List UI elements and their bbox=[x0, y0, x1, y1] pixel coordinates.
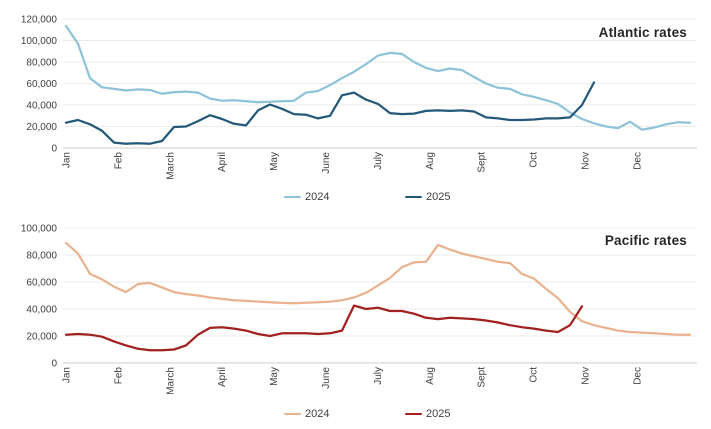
series-line-2025 bbox=[64, 304, 584, 352]
y-tick-label: 80,000 bbox=[26, 58, 57, 69]
x-tick-label: Sept bbox=[477, 152, 488, 173]
x-tick-label: Jan bbox=[62, 152, 73, 168]
x-tick-label: May bbox=[269, 152, 280, 171]
x-tick-label: Aug bbox=[425, 152, 436, 170]
legend-swatch-2025-icon bbox=[405, 195, 422, 199]
atlantic-rates-chart: 0 20,000 40,000 60,000 80,000 100,000 120,000 J… bbox=[21, 15, 697, 180]
series-line-2024 bbox=[64, 241, 692, 336]
x-tick-label: June bbox=[321, 152, 332, 174]
atlantic-legend-item-2024: 2024 bbox=[284, 190, 329, 204]
x-tick-label: Oct bbox=[529, 152, 540, 168]
pacific-legend-item-2024: 2024 bbox=[284, 407, 329, 421]
legend-swatch-2024-icon bbox=[284, 195, 301, 199]
y-tick-label: 60,000 bbox=[26, 278, 57, 289]
x-tick-label: Sept bbox=[477, 367, 488, 388]
series-line-2025 bbox=[64, 81, 596, 145]
y-tick-label: 0 bbox=[51, 144, 57, 155]
x-tick-label: March bbox=[165, 152, 176, 180]
x-tick-label: Feb bbox=[113, 367, 124, 385]
atlantic-legend-item-2025: 2025 bbox=[405, 190, 450, 204]
x-tick-label: June bbox=[321, 367, 332, 389]
y-tick-label: 80,000 bbox=[26, 251, 57, 262]
x-tick-label: Oct bbox=[529, 367, 540, 383]
pacific-legend-item-2025: 2025 bbox=[405, 407, 450, 421]
x-tick-label: July bbox=[373, 152, 384, 170]
atlantic-chart-title: Atlantic rates bbox=[598, 25, 687, 40]
y-tick-label: 60,000 bbox=[26, 79, 57, 90]
x-tick-label: Dec bbox=[632, 367, 643, 385]
x-tick-label: May bbox=[269, 367, 280, 386]
x-tick-label: Aug bbox=[425, 367, 436, 385]
pacific-legend: 2024 2025 bbox=[0, 407, 711, 421]
legend-swatch-2025-icon bbox=[405, 412, 422, 416]
y-tick-label: 0 bbox=[51, 359, 57, 370]
x-tick-label: Dec bbox=[632, 152, 643, 170]
x-tick-label: Nov bbox=[581, 367, 592, 385]
x-tick-label: March bbox=[165, 367, 176, 395]
pacific-rates-chart: 0 20,000 40,000 60,000 80,000 100,000 Jan Feb Ma… bbox=[21, 224, 697, 395]
y-tick-label: 120,000 bbox=[21, 15, 58, 26]
x-tick-label: April bbox=[217, 367, 228, 387]
x-tick-label: April bbox=[217, 152, 228, 172]
x-tick-label: July bbox=[373, 367, 384, 385]
y-tick-label: 100,000 bbox=[21, 36, 58, 47]
legend-label-2024: 2024 bbox=[305, 408, 330, 420]
atlantic-legend: 2024 2025 bbox=[0, 190, 711, 204]
y-tick-label: 40,000 bbox=[26, 101, 57, 112]
y-tick-label: 100,000 bbox=[21, 224, 58, 235]
x-tick-label: Jan bbox=[62, 367, 73, 383]
legend-swatch-2024-icon bbox=[284, 412, 301, 416]
pacific-chart-title: Pacific rates bbox=[604, 233, 687, 248]
x-tick-label: Feb bbox=[113, 152, 124, 170]
y-tick-label: 20,000 bbox=[26, 332, 57, 343]
legend-label-2025: 2025 bbox=[426, 191, 451, 203]
x-tick-label: Nov bbox=[581, 152, 592, 170]
legend-label-2025: 2025 bbox=[426, 408, 451, 420]
series-line-2024 bbox=[64, 24, 692, 131]
legend-label-2024: 2024 bbox=[305, 191, 330, 203]
y-tick-label: 40,000 bbox=[26, 305, 57, 316]
y-tick-label: 20,000 bbox=[26, 122, 57, 133]
